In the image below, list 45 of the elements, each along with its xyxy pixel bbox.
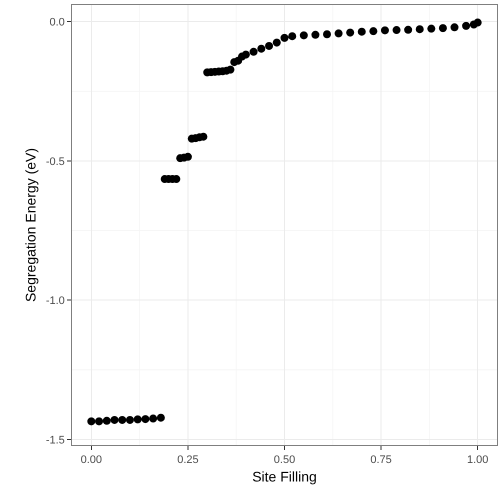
point: [300, 31, 308, 40]
point: [462, 22, 470, 30]
point: [250, 48, 258, 56]
point: [257, 44, 266, 53]
point: [87, 417, 96, 426]
x-tick-label: 0.00: [80, 454, 102, 466]
point: [226, 66, 234, 74]
point: [404, 26, 412, 34]
point: [272, 38, 281, 47]
point: [156, 414, 165, 422]
point: [280, 34, 288, 42]
point: [265, 42, 274, 50]
x-axis-title: Site Filling: [252, 468, 317, 484]
point: [311, 30, 320, 39]
x-tick-label: 1.00: [466, 454, 488, 466]
point: [346, 28, 354, 37]
point: [380, 26, 389, 34]
point: [392, 26, 401, 34]
point: [141, 415, 150, 424]
point: [118, 416, 126, 424]
x-tick-label: 0.75: [370, 454, 392, 466]
y-tick-label: 0.0: [50, 16, 65, 29]
point: [288, 32, 296, 40]
point: [369, 27, 378, 36]
x-tick-label: 0.25: [177, 454, 199, 466]
point: [450, 23, 458, 32]
point: [416, 25, 424, 34]
point: [134, 415, 142, 424]
point: [438, 24, 447, 32]
point: [102, 416, 111, 425]
point: [358, 28, 366, 36]
point: [95, 417, 104, 426]
point: [126, 416, 134, 424]
y-tick-label: -1.0: [46, 295, 65, 308]
y-tick-label: -1.5: [46, 434, 65, 446]
point: [323, 30, 331, 38]
y-tick-label: -0.5: [46, 156, 65, 168]
y-axis-title: Segregation Energy (eV): [22, 148, 38, 302]
x-tick-label: 0.50: [274, 454, 296, 466]
point: [427, 24, 436, 33]
point: [474, 18, 482, 27]
point: [242, 50, 250, 59]
point: [110, 416, 118, 424]
point: [334, 29, 343, 38]
point: [149, 414, 158, 423]
